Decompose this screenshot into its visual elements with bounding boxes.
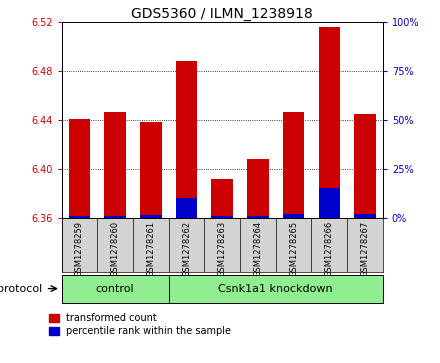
Text: GSM1278267: GSM1278267: [360, 220, 370, 277]
Legend: transformed count, percentile rank within the sample: transformed count, percentile rank withi…: [49, 313, 231, 337]
Text: GSM1278262: GSM1278262: [182, 220, 191, 277]
FancyBboxPatch shape: [169, 274, 383, 303]
FancyBboxPatch shape: [62, 274, 169, 303]
Bar: [212, 179, 233, 218]
Bar: [140, 122, 161, 218]
Text: GSM1278259: GSM1278259: [75, 220, 84, 277]
Text: GSM1278265: GSM1278265: [289, 220, 298, 277]
Text: GSM1278264: GSM1278264: [253, 220, 262, 277]
Text: control: control: [96, 284, 135, 294]
Bar: [319, 27, 340, 218]
Bar: [140, 215, 161, 218]
Bar: [354, 114, 376, 218]
Text: GSM1278266: GSM1278266: [325, 220, 334, 277]
Text: GSM1278263: GSM1278263: [218, 220, 227, 277]
Text: GSM1278261: GSM1278261: [147, 220, 155, 277]
Text: GSM1278260: GSM1278260: [110, 220, 120, 277]
Bar: [283, 214, 304, 218]
Bar: [104, 113, 126, 218]
Text: protocol: protocol: [0, 284, 42, 294]
Bar: [354, 214, 376, 218]
Title: GDS5360 / ILMN_1238918: GDS5360 / ILMN_1238918: [131, 7, 313, 21]
Bar: [283, 113, 304, 218]
Bar: [247, 159, 268, 218]
Bar: [176, 61, 197, 218]
Bar: [212, 216, 233, 218]
Text: Csnk1a1 knockdown: Csnk1a1 knockdown: [218, 284, 333, 294]
Bar: [176, 198, 197, 218]
Bar: [69, 216, 90, 218]
Bar: [69, 119, 90, 218]
Bar: [319, 188, 340, 218]
Bar: [104, 216, 126, 218]
Bar: [247, 216, 268, 218]
